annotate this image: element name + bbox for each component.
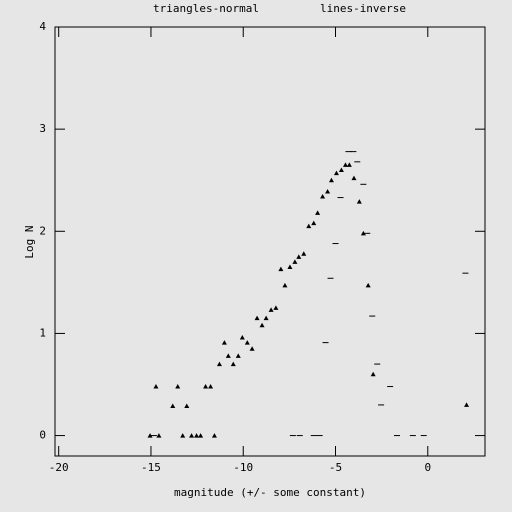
triangle-marker	[230, 361, 236, 367]
y-tick-label: 0	[39, 429, 46, 442]
triangle-marker	[198, 433, 204, 438]
x-tick-label: -20	[49, 461, 69, 474]
triangle-marker	[194, 433, 200, 438]
triangle-marker	[360, 230, 366, 236]
triangle-marker	[325, 188, 331, 194]
triangle-marker	[296, 254, 302, 259]
triangle-marker	[225, 353, 231, 358]
triangle-marker	[180, 433, 186, 438]
x-tick-label: -15	[141, 461, 161, 474]
triangle-marker	[170, 403, 176, 408]
y-axis-label: Log N	[23, 225, 36, 258]
triangle-marker	[365, 282, 371, 288]
legend-label: triangles-normal	[153, 2, 259, 15]
triangle-marker	[235, 353, 241, 358]
triangle-marker	[306, 223, 312, 229]
triangle-marker	[263, 315, 269, 321]
triangle-marker	[268, 307, 274, 312]
x-tick-label: -10	[233, 461, 253, 474]
triangle-marker	[211, 433, 217, 438]
triangle-marker	[254, 315, 260, 321]
triangle-marker	[346, 162, 352, 167]
triangle-marker	[315, 210, 321, 215]
triangle-marker	[282, 282, 288, 288]
triangle-marker	[292, 259, 298, 264]
triangle-marker	[221, 340, 227, 345]
triangle-marker	[216, 361, 222, 367]
y-tick-label: 3	[39, 122, 46, 135]
triangle-marker	[273, 305, 279, 310]
y-tick-label: 2	[39, 224, 46, 237]
triangle-marker	[370, 371, 376, 377]
triangle-marker	[156, 433, 162, 438]
triangle-marker	[259, 322, 265, 328]
triangle-marker	[184, 403, 190, 408]
triangle-marker	[351, 175, 357, 181]
triangle-marker	[278, 266, 284, 272]
triangle-marker	[328, 177, 334, 183]
x-tick-label: 0	[424, 461, 431, 474]
triangle-marker	[301, 251, 307, 256]
triangle-marker	[175, 384, 181, 389]
triangle-marker	[249, 346, 255, 351]
triangle-marker	[203, 384, 209, 389]
x-tick-label: -5	[329, 461, 342, 474]
triangle-marker	[342, 162, 348, 167]
triangle-marker	[320, 194, 326, 199]
plot-frame	[54, 26, 486, 457]
y-tick-label: 1	[39, 326, 46, 339]
triangle-marker	[311, 220, 317, 226]
triangle-marker	[338, 167, 344, 172]
triangle-marker	[333, 170, 339, 176]
y-tick-label: 4	[39, 20, 46, 33]
triangle-marker	[287, 264, 293, 270]
legend-label: lines-inverse	[320, 2, 406, 15]
triangle-marker	[464, 402, 470, 407]
triangle-marker	[244, 340, 250, 345]
triangle-marker	[147, 433, 153, 438]
triangle-marker	[356, 199, 362, 204]
x-axis-label: magnitude (+/- some constant)	[174, 486, 366, 499]
triangle-marker	[153, 384, 159, 389]
triangle-marker	[208, 384, 214, 389]
triangle-marker	[189, 433, 195, 438]
triangle-marker	[239, 335, 245, 340]
